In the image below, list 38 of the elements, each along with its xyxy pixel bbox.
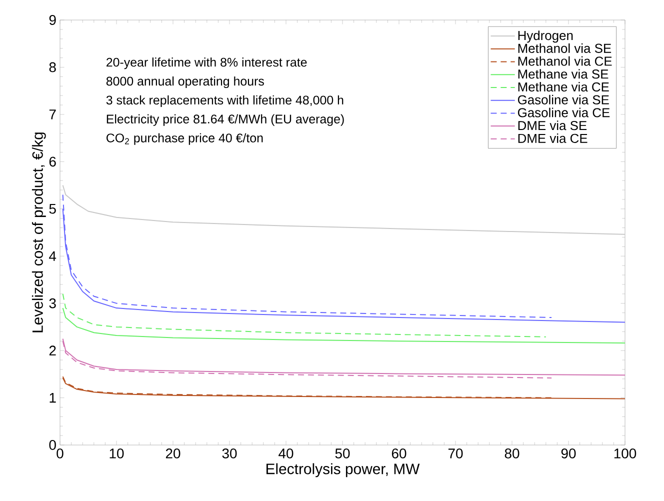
x-tick-label: 0 [56,448,64,458]
annotation: 20-year lifetime with 8% interest rate [106,58,307,70]
x-tick-label: 70 [448,448,463,458]
x-tick-label: 50 [335,448,350,458]
y-tick-label: 0 [49,440,56,450]
x-axis-title: Electrolysis power, MW [266,463,420,478]
legend-label: Gasoline via CE [518,108,610,118]
y-tick-label: 3 [49,298,56,308]
line-series [62,184,626,235]
legend-label: Hydrogen [518,30,573,43]
x-tick-label: 60 [392,448,406,458]
x-tick-label: 30 [222,448,237,458]
legend-label: Methanol via CE [518,56,612,66]
y-tick-label: 2 [49,346,56,356]
x-tick-label: 90 [561,448,576,458]
y-tick-label: 5 [49,204,56,214]
legend-label: Gasoline via SE [518,94,609,104]
x-tick-label: 10 [110,448,124,458]
legend-label: Methane via CE [518,82,609,92]
annotation: CO$_{2}$ purchase price 40 €/ton [106,133,263,145]
annotation: Electricity price 81.64 €/MWh (EU average) [106,114,344,126]
legend-label: Methane via SE [518,69,608,79]
x-tick-label: 100 [614,448,636,458]
y-tick-label: 8 [49,62,56,72]
y-tick-label: 1 [50,392,56,403]
annotation: 3 stack replacements with lifetime 48,000 h [106,95,344,107]
x-tick-label: 40 [278,448,294,458]
legend-label: DME via CE [518,133,588,143]
x-tick-label: 20 [166,448,180,458]
y-tick-label: 6 [49,156,56,167]
y-tick-label: 7 [49,110,56,120]
y-tick-label: 4 [49,251,56,261]
x-tick-label: 80 [504,448,520,458]
legend-label: Methanol via SE [518,43,612,53]
annotation: 8000 annual operating hours [106,76,264,88]
y-axis-title: Levelized cost of product, €/kg [32,132,46,332]
y-tick-label: 9 [49,15,56,25]
legend-label: DME via SE [518,120,587,130]
